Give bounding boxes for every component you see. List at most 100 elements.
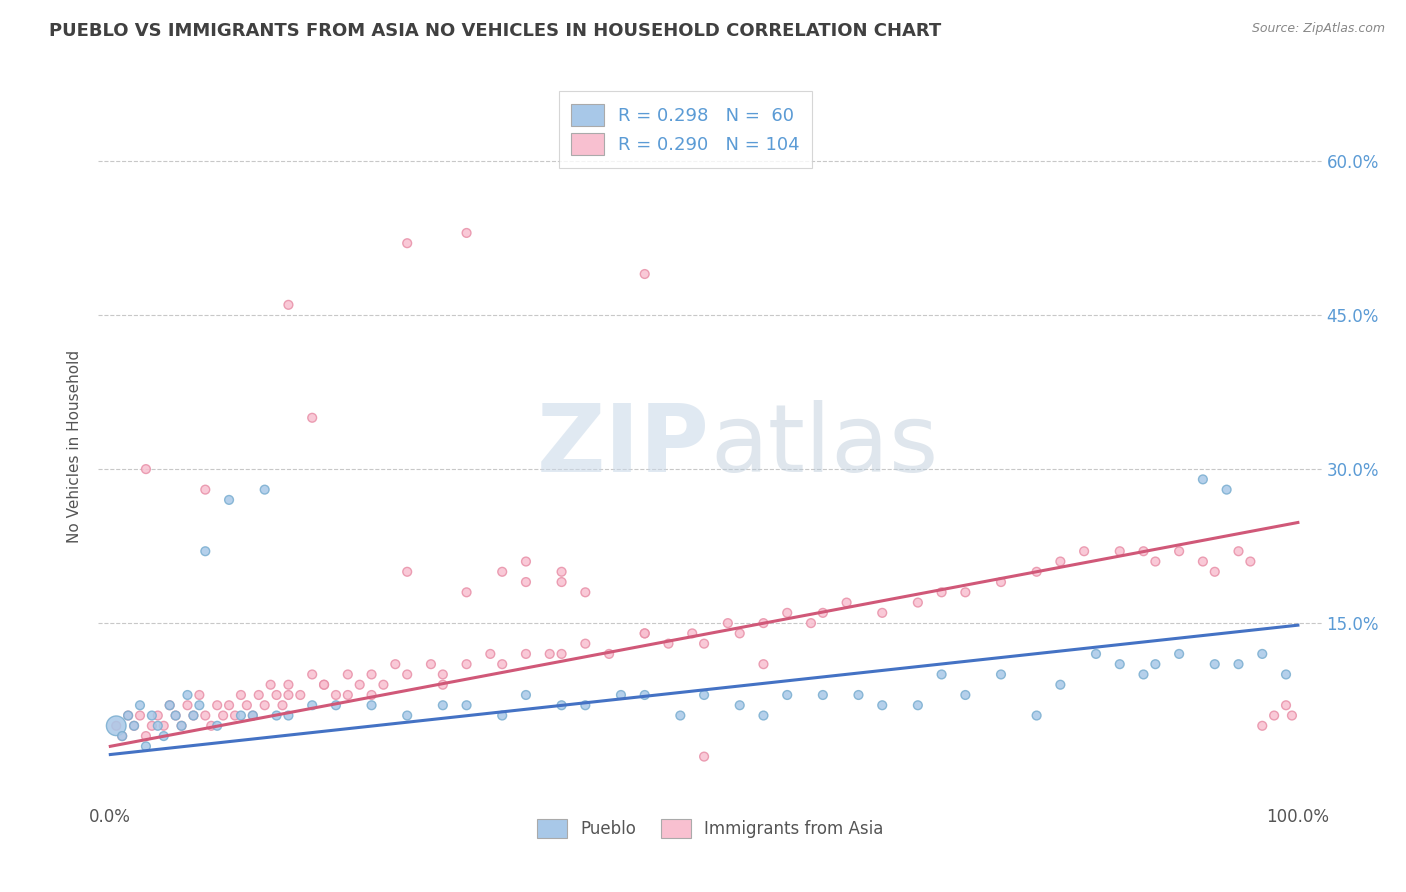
Point xyxy=(550,698,572,713)
Point xyxy=(1251,647,1274,661)
Point xyxy=(1073,544,1095,558)
Point xyxy=(931,667,953,681)
Point xyxy=(194,483,217,497)
Point xyxy=(432,667,454,681)
Point xyxy=(312,678,335,692)
Point xyxy=(907,596,929,610)
Point xyxy=(1049,678,1071,692)
Point xyxy=(870,606,893,620)
Point xyxy=(870,698,893,713)
Point xyxy=(194,708,217,723)
Point xyxy=(373,678,395,692)
Point xyxy=(218,492,240,507)
Point xyxy=(538,647,561,661)
Point xyxy=(955,585,977,599)
Point xyxy=(242,708,264,723)
Point xyxy=(218,698,240,713)
Point xyxy=(129,698,152,713)
Point xyxy=(634,626,657,640)
Point xyxy=(253,483,276,497)
Point xyxy=(432,678,454,692)
Point xyxy=(1227,657,1250,672)
Point xyxy=(456,226,478,240)
Point xyxy=(1239,554,1261,568)
Point xyxy=(159,698,181,713)
Y-axis label: No Vehicles in Household: No Vehicles in Household xyxy=(67,350,83,542)
Point xyxy=(224,708,246,723)
Text: PUEBLO VS IMMIGRANTS FROM ASIA NO VEHICLES IN HOUSEHOLD CORRELATION CHART: PUEBLO VS IMMIGRANTS FROM ASIA NO VEHICL… xyxy=(49,22,942,40)
Point xyxy=(277,298,299,312)
Point xyxy=(598,647,620,661)
Point xyxy=(728,626,751,640)
Point xyxy=(811,606,834,620)
Point xyxy=(360,667,382,681)
Point xyxy=(1275,698,1298,713)
Point xyxy=(1204,657,1226,672)
Point xyxy=(848,688,870,702)
Point xyxy=(117,708,139,723)
Point xyxy=(515,688,537,702)
Point xyxy=(990,575,1012,590)
Point xyxy=(111,729,134,743)
Point xyxy=(1281,708,1303,723)
Point xyxy=(515,575,537,590)
Point xyxy=(574,698,596,713)
Point xyxy=(117,708,139,723)
Point xyxy=(165,708,187,723)
Point xyxy=(396,236,419,251)
Legend: Pueblo, Immigrants from Asia: Pueblo, Immigrants from Asia xyxy=(530,812,890,845)
Point xyxy=(205,698,228,713)
Point xyxy=(271,698,294,713)
Point xyxy=(1025,565,1047,579)
Point xyxy=(1025,708,1047,723)
Point xyxy=(1192,554,1215,568)
Point xyxy=(336,667,359,681)
Point xyxy=(1085,647,1108,661)
Point xyxy=(835,596,858,610)
Point xyxy=(1132,667,1154,681)
Point xyxy=(456,698,478,713)
Point xyxy=(325,688,347,702)
Point xyxy=(752,708,775,723)
Point xyxy=(247,688,270,702)
Point xyxy=(717,616,740,631)
Point xyxy=(122,719,145,733)
Point xyxy=(456,585,478,599)
Point xyxy=(432,698,454,713)
Point xyxy=(1144,554,1167,568)
Point xyxy=(349,678,371,692)
Point xyxy=(290,688,312,702)
Point xyxy=(1108,544,1130,558)
Point xyxy=(1144,657,1167,672)
Point xyxy=(176,688,198,702)
Text: atlas: atlas xyxy=(710,400,938,492)
Point xyxy=(301,410,323,425)
Point xyxy=(693,688,716,702)
Point xyxy=(141,719,163,733)
Point xyxy=(1251,719,1274,733)
Point xyxy=(955,688,977,702)
Point xyxy=(259,678,281,692)
Point xyxy=(159,698,181,713)
Point xyxy=(384,657,406,672)
Point xyxy=(152,719,174,733)
Point xyxy=(141,708,163,723)
Point xyxy=(1132,544,1154,558)
Point xyxy=(194,544,217,558)
Point xyxy=(550,647,572,661)
Point xyxy=(693,637,716,651)
Point xyxy=(165,708,187,723)
Point xyxy=(681,626,703,640)
Point xyxy=(277,678,299,692)
Point xyxy=(301,667,323,681)
Point xyxy=(360,688,382,702)
Text: ZIP: ZIP xyxy=(537,400,710,492)
Point xyxy=(325,698,347,713)
Point xyxy=(396,565,419,579)
Point xyxy=(800,616,823,631)
Point xyxy=(111,729,134,743)
Point xyxy=(396,708,419,723)
Point xyxy=(188,688,211,702)
Point xyxy=(301,698,323,713)
Point xyxy=(693,749,716,764)
